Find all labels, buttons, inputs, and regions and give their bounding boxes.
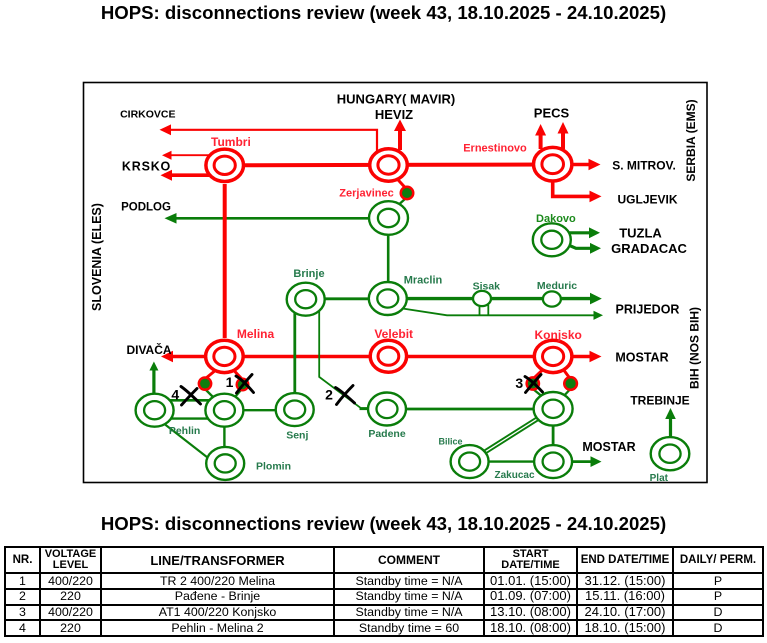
svg-text:1: 1 xyxy=(226,374,234,390)
svg-text:MOSTAR: MOSTAR xyxy=(615,351,668,365)
svg-text:SLOVENIA (ELES): SLOVENIA (ELES) xyxy=(90,203,104,311)
svg-text:DIVAČA: DIVAČA xyxy=(126,342,171,357)
svg-text:Plomin: Plomin xyxy=(256,461,291,473)
svg-text:Padene: Padene xyxy=(368,428,406,440)
svg-text:Senj: Senj xyxy=(286,430,308,442)
svg-text:PRIJEDOR: PRIJEDOR xyxy=(616,303,680,317)
svg-text:Brinje: Brinje xyxy=(293,268,324,280)
svg-text:GRADACAC: GRADACAC xyxy=(611,241,687,256)
svg-text:PECS: PECS xyxy=(534,106,570,121)
svg-text:Bilice: Bilice xyxy=(438,437,462,447)
svg-text:Konjsko: Konjsko xyxy=(535,328,582,342)
svg-text:Dakovo: Dakovo xyxy=(536,213,576,225)
svg-text:Melina: Melina xyxy=(237,327,275,341)
svg-text:Meduric: Meduric xyxy=(537,280,577,292)
svg-text:S. MITROV.: S. MITROV. xyxy=(612,159,676,173)
svg-text:MOSTAR: MOSTAR xyxy=(582,440,635,454)
svg-text:Zakucac: Zakucac xyxy=(494,470,534,481)
svg-text:HUNGARY( MAVIR): HUNGARY( MAVIR) xyxy=(337,92,455,107)
svg-text:BIH (NOS BIH): BIH (NOS BIH) xyxy=(688,307,702,389)
svg-text:Zerjavinec: Zerjavinec xyxy=(339,188,393,200)
svg-text:Pehlin: Pehlin xyxy=(169,425,201,437)
svg-text:CIRKOVCE: CIRKOVCE xyxy=(120,109,175,121)
svg-text:Sisak: Sisak xyxy=(473,281,501,293)
svg-text:4: 4 xyxy=(171,387,179,403)
svg-text:KRSKO: KRSKO xyxy=(122,160,171,174)
svg-text:2: 2 xyxy=(325,387,333,403)
svg-text:HEVIZ: HEVIZ xyxy=(375,107,413,122)
svg-text:3: 3 xyxy=(515,375,523,391)
svg-text:TUZLA: TUZLA xyxy=(619,226,662,241)
svg-text:Ernestinovo: Ernestinovo xyxy=(463,143,527,155)
svg-text:Velebit: Velebit xyxy=(374,327,413,341)
svg-text:SERBIA (EMS): SERBIA (EMS) xyxy=(684,99,698,181)
svg-text:Plat: Plat xyxy=(650,473,669,484)
svg-text:PODLOG: PODLOG xyxy=(121,202,171,214)
svg-text:Tumbri: Tumbri xyxy=(211,135,251,149)
svg-text:UGLJEVIK: UGLJEVIK xyxy=(617,193,677,207)
svg-text:Mraclin: Mraclin xyxy=(404,275,443,287)
svg-text:TREBINJE: TREBINJE xyxy=(630,394,689,408)
